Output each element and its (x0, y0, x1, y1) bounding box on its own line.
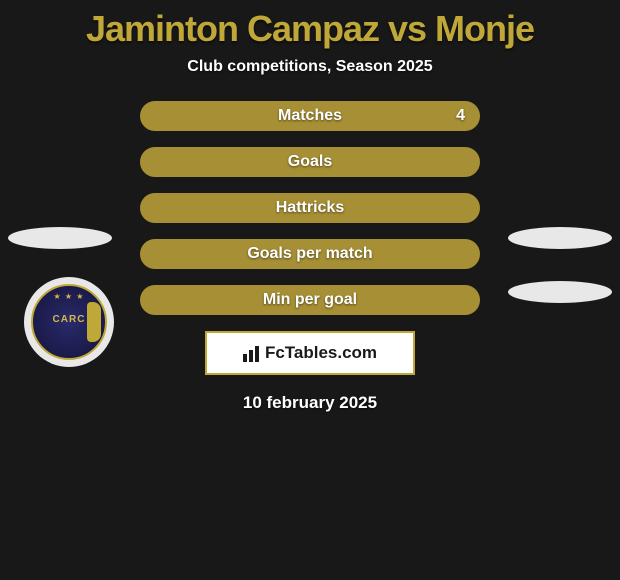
team-badge-inner-icon: ★ ★ ★ CARC (31, 284, 107, 360)
stat-label: Min per goal (263, 291, 357, 309)
stat-row: Min per goal (140, 285, 480, 315)
stat-label: Goals (288, 153, 332, 171)
player-right-placeholder-icon (508, 227, 612, 249)
stats-area: ★ ★ ★ CARC Matches4GoalsHattricksGoals p… (0, 101, 620, 315)
stat-row: Goals (140, 147, 480, 177)
footer-brand-badge[interactable]: FcTables.com (205, 331, 415, 375)
badge-text: CARC (53, 314, 86, 325)
footer-brand-text: FcTables.com (265, 343, 377, 363)
player-left-placeholder-icon (8, 227, 112, 249)
stat-row: Hattricks (140, 193, 480, 223)
badge-stars-icon: ★ ★ ★ (54, 292, 85, 301)
stat-row: Matches 4 (140, 101, 480, 131)
stat-value-right: 4 (456, 107, 465, 125)
page-title: Jaminton Campaz vs Monje (0, 0, 620, 58)
team-badge-left: ★ ★ ★ CARC (24, 277, 114, 367)
stat-label: Matches (278, 107, 342, 125)
player-right-placeholder2-icon (508, 281, 612, 303)
stat-row: Goals per match (140, 239, 480, 269)
stat-label: Goals per match (247, 245, 372, 263)
badge-laurel-icon (87, 302, 101, 342)
stat-label: Hattricks (276, 199, 344, 217)
date-text: 10 february 2025 (0, 393, 620, 413)
chart-icon (243, 344, 259, 362)
page-subtitle: Club competitions, Season 2025 (0, 58, 620, 101)
